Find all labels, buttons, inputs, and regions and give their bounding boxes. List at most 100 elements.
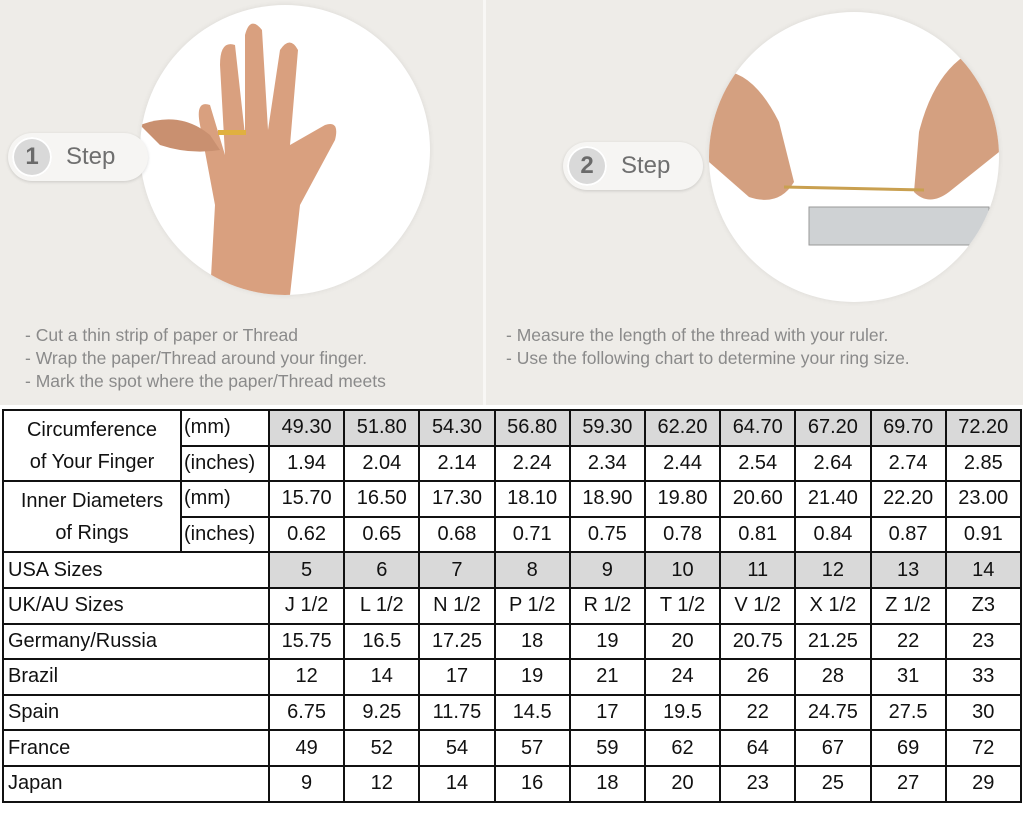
table-cell: 16: [493, 764, 571, 803]
table-cell: P 1/2: [493, 586, 571, 625]
table-cell: 19.80: [643, 480, 722, 518]
unit-label: (mm): [180, 409, 270, 447]
table-cell: N 1/2: [418, 586, 496, 625]
table-cell: 64.70: [719, 409, 797, 447]
table-cell: 67.20: [794, 409, 872, 447]
circumference-label-line1: Circumference: [26, 418, 158, 441]
table-cell: 15.70: [267, 480, 346, 518]
step-2-badge: 2 Step: [563, 142, 703, 190]
table-cell: 18: [568, 764, 646, 803]
step-label: Step: [66, 143, 116, 170]
step-1-badge: 1 Step: [8, 133, 148, 181]
table-cell: 69.70: [869, 409, 947, 447]
table-cell: 52: [343, 729, 421, 767]
step-number: 2: [567, 146, 607, 186]
table-row: Japan 9 12 14 16 18 20 23 25 27 29: [2, 764, 1022, 803]
table-cell: 13: [869, 551, 947, 589]
instructions-banner: 1 Step Cut a thin strip of paper or Thre…: [0, 0, 1023, 405]
instruction-item: Measure the length of the thread with yo…: [506, 324, 910, 347]
table-cell: 69: [869, 729, 947, 767]
table-cell: 19: [568, 622, 646, 661]
table-cell: 2.85: [944, 444, 1022, 483]
table-cell: 72.20: [944, 409, 1022, 447]
table-cell: 7: [418, 551, 496, 589]
table-cell: 22: [719, 693, 797, 732]
table-cell: 23.00: [944, 480, 1022, 518]
row-label: Spain: [2, 693, 270, 732]
table-cell: 21: [568, 658, 646, 696]
table-cell: 29: [944, 764, 1022, 803]
row-label: Germany/Russia: [2, 622, 270, 661]
table-cell: 17.25: [418, 622, 496, 661]
table-cell: X 1/2: [794, 586, 872, 625]
inner-diameter-label: Inner Diameters of Rings: [2, 480, 182, 554]
table-cell: Z 1/2: [869, 586, 947, 625]
table-cell: 51.80: [343, 409, 421, 447]
table-cell: 25: [794, 764, 872, 803]
table-cell: 2.34: [568, 444, 646, 483]
table-cell: 54.30: [418, 409, 496, 447]
table-cell: 33: [944, 658, 1022, 696]
table-cell: 10: [643, 551, 722, 589]
table-cell: 18.90: [568, 480, 646, 518]
table-cell: R 1/2: [568, 586, 646, 625]
table-cell: 12: [794, 551, 872, 589]
unit-label: (inches): [180, 515, 270, 554]
circumference-label-line2: of Your Finger: [29, 450, 155, 473]
table-cell: 0.75: [568, 515, 646, 554]
table-cell: 72: [944, 729, 1022, 767]
table-cell: 49.30: [267, 409, 346, 447]
table-cell: V 1/2: [719, 586, 797, 625]
table-cell: 62.20: [643, 409, 722, 447]
table-cell: 31: [869, 658, 947, 696]
table-cell: 14.5: [493, 693, 571, 732]
table-cell: 16.50: [343, 480, 421, 518]
table-cell: 23: [944, 622, 1022, 661]
table-cell: 56.80: [493, 409, 571, 447]
row-label: Japan: [2, 764, 270, 803]
table-cell: 16.5: [343, 622, 421, 661]
table-cell: 23: [719, 764, 797, 803]
table-cell: 21.40: [794, 480, 872, 518]
circumference-inches-row: (inches) 1.94 2.04 2.14 2.24 2.34 2.44 2.54 2.64…: [3, 444, 1022, 483]
table-cell: 22.20: [869, 480, 947, 518]
step-label: Step: [621, 152, 671, 179]
table-cell: 49: [267, 729, 346, 767]
table-cell: 28: [794, 658, 872, 696]
table-cell: J 1/2: [267, 586, 346, 625]
table-cell: 67: [794, 729, 872, 767]
table-cell: 0.71: [493, 515, 571, 554]
table-cell: T 1/2: [643, 586, 722, 625]
table-cell: 27.5: [869, 693, 947, 732]
table-cell: 2.24: [493, 444, 571, 483]
step-2-panel: 2 Step Measure the length of the thread …: [486, 0, 1023, 405]
table-cell: L 1/2: [343, 586, 421, 625]
row-label: USA Sizes: [2, 551, 270, 589]
table-cell: 6: [343, 551, 421, 589]
table-cell: 11: [719, 551, 797, 589]
table-cell: 8: [493, 551, 571, 589]
row-label: UK/AU Sizes: [2, 586, 270, 625]
instruction-item: Wrap the paper/Thread around your finger…: [25, 347, 386, 370]
table-cell: 20.60: [719, 480, 797, 518]
table-cell: 27: [869, 764, 947, 803]
table-cell: 21.25: [794, 622, 872, 661]
table-cell: 64: [719, 729, 797, 767]
table-row: UK/AU Sizes J 1/2 L 1/2 N 1/2 P 1/2 R 1/2 T 1/…: [2, 586, 1022, 625]
circumference-mm-row: Circumference of Your Finger (mm) 49.30 51.8…: [2, 408, 1022, 483]
unit-label: (inches): [180, 444, 270, 483]
table-cell: 2.44: [643, 444, 722, 483]
table-cell: 20.75: [719, 622, 797, 661]
row-label: Brazil: [2, 658, 270, 696]
table-row: USA Sizes 5 6 7 8 9 10 11 12 13 14: [2, 551, 1022, 589]
row-label: France: [2, 729, 270, 767]
inner-diameter-label-line2: of Rings: [55, 521, 129, 544]
table-cell: 54: [418, 729, 496, 767]
inner-diameter-inches-row: (inches) 0.62 0.65 0.68 0.71 0.75 0.78 0.81 0.84…: [3, 515, 1022, 554]
divider: [483, 0, 486, 405]
table-cell: 6.75: [267, 693, 346, 732]
table-cell: 11.75: [418, 693, 496, 732]
table-cell: 26: [719, 658, 797, 696]
table-cell: 14: [418, 764, 496, 803]
table-cell: 0.91: [944, 515, 1022, 554]
